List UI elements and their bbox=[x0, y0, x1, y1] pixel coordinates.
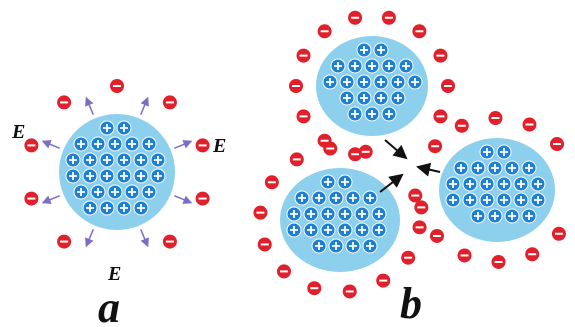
panel-label: a bbox=[98, 283, 120, 327]
field-label: E bbox=[11, 121, 25, 143]
panel-label: b bbox=[400, 279, 422, 327]
attraction-arrow bbox=[385, 140, 406, 158]
field-label: E bbox=[212, 135, 226, 157]
field-arrow bbox=[141, 229, 148, 246]
attraction-arrow bbox=[380, 175, 402, 192]
field-arrow bbox=[43, 196, 60, 203]
artwork bbox=[24, 11, 566, 299]
field-label: E bbox=[107, 263, 121, 285]
field-arrow bbox=[86, 98, 93, 115]
field-arrow bbox=[86, 229, 93, 246]
attraction-arrow bbox=[418, 167, 440, 172]
field-arrow bbox=[174, 196, 191, 203]
field-arrow bbox=[141, 98, 148, 115]
field-arrow bbox=[174, 141, 191, 148]
field-arrow bbox=[43, 141, 60, 148]
diagram: E E E a b bbox=[0, 0, 575, 327]
